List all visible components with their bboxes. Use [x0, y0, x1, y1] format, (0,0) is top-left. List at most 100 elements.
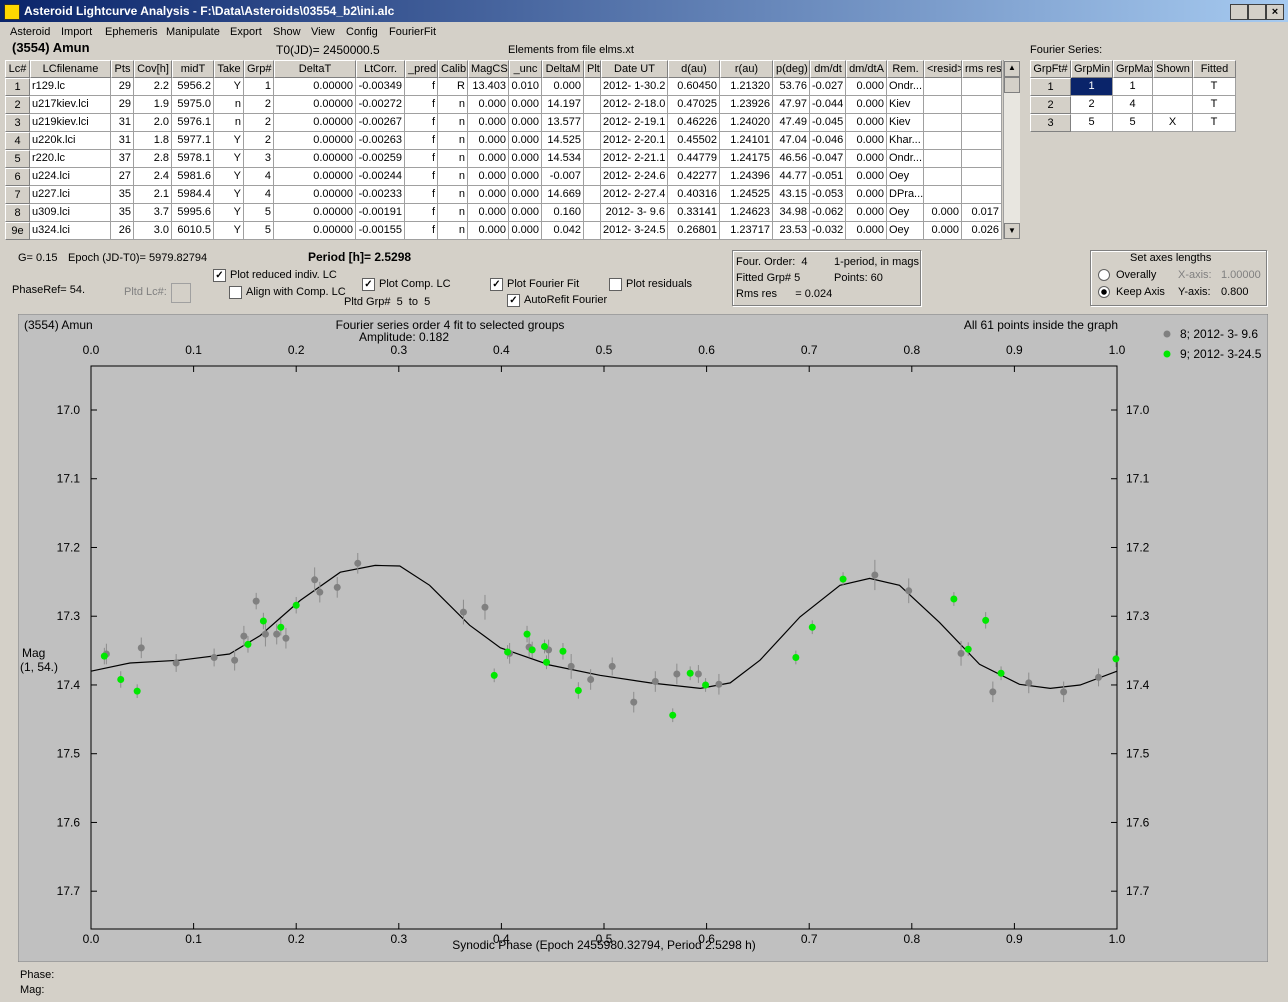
- table-cell[interactable]: DPra...: [887, 186, 924, 204]
- table-cell[interactable]: -0.00272: [356, 96, 405, 114]
- row-header[interactable]: 5: [5, 150, 30, 168]
- table-cell[interactable]: 0.000: [468, 96, 509, 114]
- table-cell[interactable]: 0.160: [542, 204, 584, 222]
- table-cell[interactable]: 5: [1071, 114, 1113, 132]
- table-cell[interactable]: 2012- 1-30.2: [601, 78, 668, 96]
- row-header[interactable]: 8: [5, 204, 30, 222]
- menu-item[interactable]: Import: [61, 26, 93, 38]
- checkbox[interactable]: ✓: [213, 269, 226, 282]
- table-cell[interactable]: 47.97: [773, 96, 810, 114]
- column-header[interactable]: dm/dtA: [846, 60, 887, 78]
- scroll-thumb[interactable]: [1004, 77, 1020, 93]
- table-cell[interactable]: -0.00267: [356, 114, 405, 132]
- table-cell[interactable]: u220k.lci: [30, 132, 111, 150]
- column-header[interactable]: Grp#: [244, 60, 274, 78]
- maximize-button[interactable]: [1248, 4, 1266, 20]
- table-cell[interactable]: [962, 132, 1002, 150]
- column-header[interactable]: Pts: [111, 60, 134, 78]
- table-cell[interactable]: T: [1193, 114, 1236, 132]
- table-cell[interactable]: 0.000: [509, 204, 542, 222]
- column-header[interactable]: Rem.: [887, 60, 924, 78]
- table-cell[interactable]: 2.1: [134, 186, 172, 204]
- table-cell[interactable]: 14.197: [542, 96, 584, 114]
- table-cell[interactable]: [1153, 78, 1193, 96]
- row-header[interactable]: 1: [1030, 78, 1071, 96]
- scroll-up[interactable]: ▲: [1004, 61, 1020, 77]
- column-header[interactable]: GrpMin: [1071, 60, 1113, 78]
- table-cell[interactable]: 1: [244, 78, 274, 96]
- menu-item[interactable]: Show: [273, 26, 301, 38]
- table-cell[interactable]: [584, 204, 601, 222]
- table-cell[interactable]: u217kiev.lci: [30, 96, 111, 114]
- column-header[interactable]: p(deg): [773, 60, 810, 78]
- table-cell[interactable]: u224.lci: [30, 168, 111, 186]
- table-cell[interactable]: 0.00000: [274, 186, 356, 204]
- table-cell[interactable]: 2012- 2-27.4: [601, 186, 668, 204]
- table-cell[interactable]: -0.053: [810, 186, 846, 204]
- column-header[interactable]: DeltaT: [274, 60, 356, 78]
- table-cell[interactable]: 0.000: [468, 204, 509, 222]
- table-cell[interactable]: 0.47025: [668, 96, 720, 114]
- table-cell[interactable]: -0.00191: [356, 204, 405, 222]
- table-cell[interactable]: 5956.2: [172, 78, 214, 96]
- table-cell[interactable]: 0.000: [509, 186, 542, 204]
- table-cell[interactable]: 5977.1: [172, 132, 214, 150]
- table-cell[interactable]: 5984.4: [172, 186, 214, 204]
- table-cell[interactable]: 6010.5: [172, 222, 214, 240]
- table-cell[interactable]: 0.000: [846, 114, 887, 132]
- table-cell[interactable]: [924, 132, 962, 150]
- checkbox-label[interactable]: Plot Comp. LC: [379, 278, 451, 290]
- column-header[interactable]: GrpMax: [1113, 60, 1153, 78]
- table-cell[interactable]: 2: [244, 114, 274, 132]
- table-cell[interactable]: 0.00000: [274, 114, 356, 132]
- table-cell[interactable]: 14.534: [542, 150, 584, 168]
- checkbox-label[interactable]: Plot residuals: [626, 278, 693, 290]
- table-cell[interactable]: 0.33141: [668, 204, 720, 222]
- table-cell[interactable]: [962, 78, 1002, 96]
- table-cell[interactable]: 31: [111, 132, 134, 150]
- table-cell[interactable]: [584, 132, 601, 150]
- table-cell[interactable]: Oey: [887, 204, 924, 222]
- table-cell[interactable]: -0.007: [542, 168, 584, 186]
- table-cell[interactable]: 5978.1: [172, 150, 214, 168]
- table-cell[interactable]: 1.9: [134, 96, 172, 114]
- column-header[interactable]: LtCorr.: [356, 60, 405, 78]
- column-header[interactable]: r(au): [720, 60, 773, 78]
- table-cell[interactable]: 0.44779: [668, 150, 720, 168]
- table-cell[interactable]: 27: [111, 168, 134, 186]
- column-header[interactable]: _unc: [509, 60, 542, 78]
- table-cell[interactable]: 1.21320: [720, 78, 773, 96]
- table-cell[interactable]: 2: [1071, 96, 1113, 114]
- checkbox-label[interactable]: AutoRefit Fourier: [524, 294, 608, 306]
- table-cell[interactable]: 26: [111, 222, 134, 240]
- column-header[interactable]: Shown: [1153, 60, 1193, 78]
- menu-item[interactable]: Ephemeris: [105, 26, 158, 38]
- table-cell[interactable]: 14.525: [542, 132, 584, 150]
- checkbox[interactable]: ✓: [507, 294, 520, 307]
- table-cell[interactable]: 5: [1113, 114, 1153, 132]
- table-cell[interactable]: 5976.1: [172, 114, 214, 132]
- table-cell[interactable]: 0.000: [924, 204, 962, 222]
- table-cell[interactable]: 0.000: [509, 168, 542, 186]
- table-scrollbar[interactable]: [1003, 60, 1020, 239]
- table-cell[interactable]: r220.lc: [30, 150, 111, 168]
- table-cell[interactable]: u227.lci: [30, 186, 111, 204]
- row-header[interactable]: 3: [5, 114, 30, 132]
- checkbox[interactable]: ✓: [490, 278, 503, 291]
- column-header[interactable]: Take: [214, 60, 244, 78]
- table-cell[interactable]: f: [405, 168, 438, 186]
- table-cell[interactable]: 0.000: [509, 222, 542, 240]
- table-cell[interactable]: n: [438, 132, 468, 150]
- table-cell[interactable]: u219kiev.lci: [30, 114, 111, 132]
- table-cell[interactable]: 0.000: [846, 96, 887, 114]
- table-cell[interactable]: f: [405, 150, 438, 168]
- table-cell[interactable]: [924, 186, 962, 204]
- table-cell[interactable]: n: [438, 186, 468, 204]
- table-cell[interactable]: 5981.6: [172, 168, 214, 186]
- checkbox-label[interactable]: Plot reduced indiv. LC: [230, 269, 337, 281]
- column-header[interactable]: Cov[h]: [134, 60, 172, 78]
- table-cell[interactable]: Y: [214, 150, 244, 168]
- table-cell[interactable]: f: [405, 132, 438, 150]
- table-cell[interactable]: Oey: [887, 222, 924, 240]
- table-cell[interactable]: [924, 96, 962, 114]
